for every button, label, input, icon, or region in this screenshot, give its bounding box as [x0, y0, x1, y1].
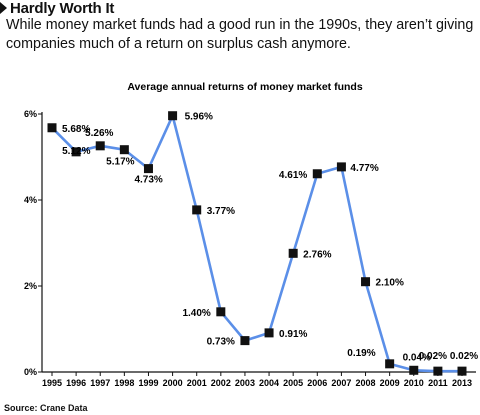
source-note: Source: Crane Data — [4, 403, 88, 413]
x-tick-label: 2003 — [235, 378, 255, 388]
x-tick-label: 2001 — [187, 378, 207, 388]
data-label: 2.10% — [376, 278, 404, 289]
data-label: 5.12% — [62, 146, 90, 157]
data-point-marker — [143, 164, 153, 174]
headline-triangle-icon — [0, 2, 7, 14]
chart-title: Average annual returns of money market f… — [127, 81, 362, 93]
x-tick-label: 2006 — [307, 378, 327, 388]
data-point-marker — [361, 277, 371, 287]
x-tick-label: 1997 — [90, 378, 110, 388]
data-label: 4.73% — [134, 175, 162, 186]
data-label: 3.77% — [207, 206, 235, 217]
returns-line-chart: Average annual returns of money market f… — [24, 81, 478, 388]
data-label: 5.17% — [106, 157, 134, 168]
x-tick-label: 2009 — [380, 378, 400, 388]
data-point-marker — [168, 111, 178, 121]
y-tick-label: 4% — [24, 195, 37, 205]
x-tick-label: 2000 — [163, 378, 183, 388]
data-label: 1.40% — [182, 308, 210, 319]
headline: Hardly Worth It — [0, 0, 115, 17]
data-label: 0.02% — [419, 351, 447, 362]
x-tick-label: 2010 — [404, 378, 424, 388]
data-point-marker — [95, 141, 105, 151]
data-label: 0.19% — [347, 348, 375, 359]
x-tick-label: 2008 — [356, 378, 376, 388]
data-point-marker — [71, 147, 81, 157]
data-point-marker — [47, 123, 57, 133]
data-point-marker — [385, 359, 395, 369]
data-point-marker — [457, 366, 467, 376]
x-tick-label: 1995 — [42, 378, 62, 388]
y-tick-label: 6% — [24, 109, 37, 119]
headline-title: Hardly Worth It — [10, 0, 115, 17]
data-label: 0.91% — [279, 329, 307, 340]
data-point-marker — [288, 248, 298, 258]
data-point-marker — [433, 366, 443, 376]
chart-axes: 0% 2% 4% 6% 1995 1996 1997 1998 1999 2000 2001 2002… — [24, 109, 476, 388]
data-label: 5.26% — [85, 128, 113, 139]
data-point-marker — [264, 328, 274, 338]
chart-series — [47, 111, 467, 376]
data-point-marker — [409, 365, 419, 375]
data-label: 4.61% — [279, 170, 307, 181]
data-label: 0.02% — [450, 351, 478, 362]
series-line — [51, 114, 462, 373]
data-point-marker — [240, 336, 250, 346]
x-tick-label: 1999 — [138, 378, 158, 388]
y-tick-label: 2% — [24, 281, 37, 291]
data-label: 5.68% — [62, 124, 90, 135]
x-tick-label: 1996 — [66, 378, 86, 388]
data-label: 4.77% — [350, 163, 378, 174]
data-point-marker — [119, 145, 129, 155]
x-tick-label: 1998 — [114, 378, 134, 388]
headline-subtitle: While money market funds had a good run … — [6, 17, 474, 52]
data-label: 5.96% — [185, 112, 213, 123]
data-point-marker — [192, 205, 202, 215]
x-tick-label: 2011 — [428, 378, 448, 388]
chart-data-labels: 5.68% 5.12% 5.26% 5.17%4.73% 5.96% 3.77% 1.40%… — [62, 112, 478, 364]
data-label: 0.73% — [207, 337, 235, 348]
x-tick-label: 2013 — [452, 378, 472, 388]
x-tick-label: 2005 — [283, 378, 303, 388]
x-tick-label: 2007 — [331, 378, 351, 388]
data-point-marker — [216, 307, 226, 317]
x-tick-label: 2004 — [259, 378, 279, 388]
y-tick-label: 0% — [24, 367, 37, 377]
data-point-marker — [336, 162, 346, 172]
data-label: 2.76% — [303, 249, 331, 260]
data-label: 0.04% — [403, 352, 431, 363]
data-point-marker — [312, 169, 322, 179]
x-tick-label: 2002 — [211, 378, 231, 388]
